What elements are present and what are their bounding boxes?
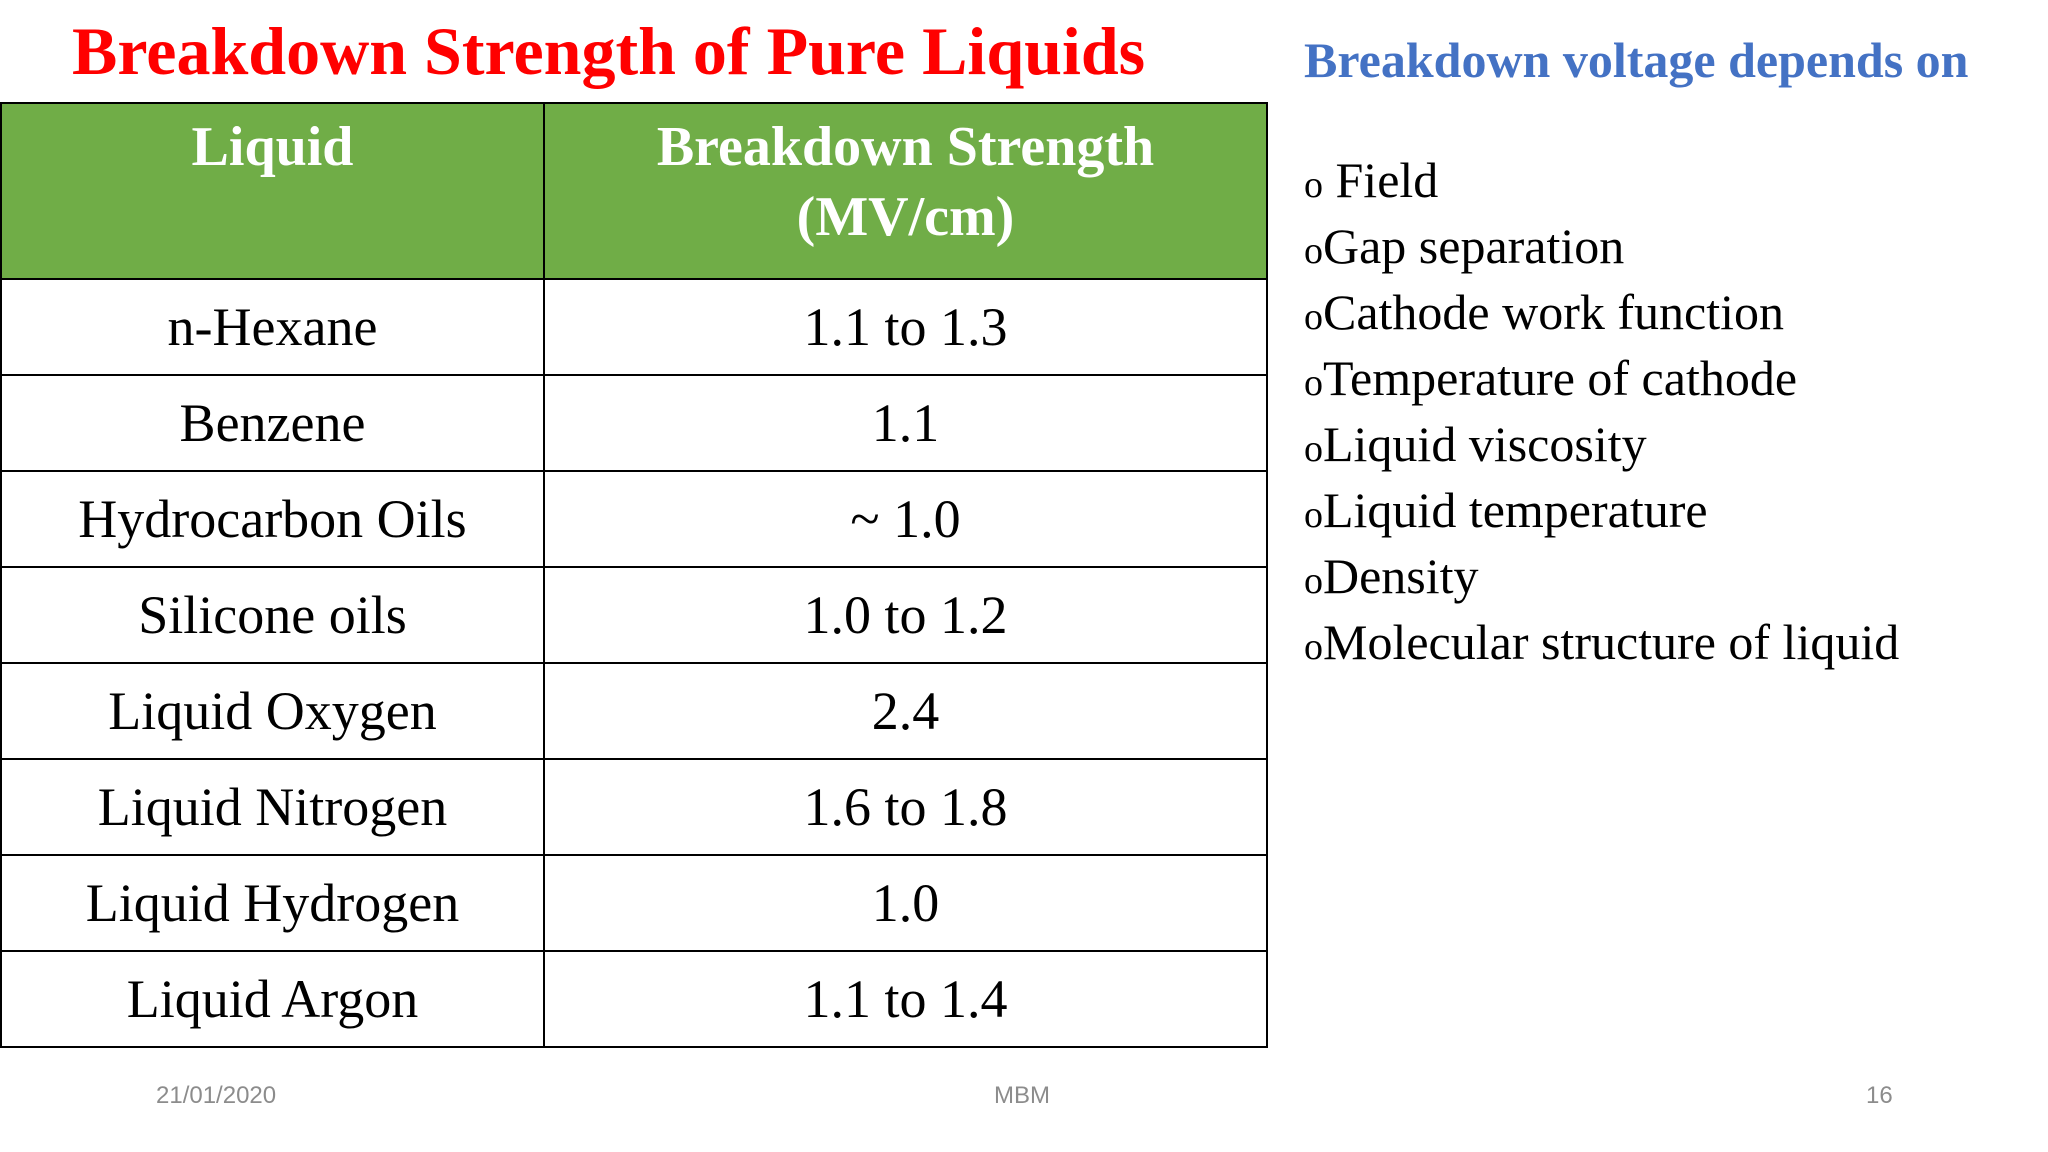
side-title: Breakdown voltage depends on bbox=[1304, 32, 1969, 88]
strength-cell: 2.4 bbox=[543, 662, 1268, 760]
strength-cell: 1.0 bbox=[543, 854, 1268, 952]
table-row: Silicone oils 1.0 to 1.2 bbox=[0, 566, 1268, 664]
liquid-cell: Liquid Argon bbox=[0, 950, 545, 1048]
list-item: oLiquid viscosity bbox=[1304, 414, 1899, 480]
footer-author: MBM bbox=[994, 1082, 1050, 1109]
strength-cell: 1.0 to 1.2 bbox=[543, 566, 1268, 664]
breakdown-strength-table: Liquid Breakdown Strength (MV/cm) n-Hexan… bbox=[0, 102, 1268, 1048]
factor-label: Cathode work function bbox=[1323, 284, 1785, 340]
liquid-cell: Benzene bbox=[0, 374, 545, 472]
strength-cell: 1.1 to 1.4 bbox=[543, 950, 1268, 1048]
list-item: oLiquid temperature bbox=[1304, 480, 1899, 546]
header-liquid: Liquid bbox=[0, 102, 545, 280]
table-row: Benzene 1.1 bbox=[0, 374, 1268, 472]
list-item: oGap separation bbox=[1304, 216, 1899, 282]
strength-cell: 1.6 to 1.8 bbox=[543, 758, 1268, 856]
bullet-circle-icon: o bbox=[1304, 296, 1323, 338]
liquid-cell: Liquid Oxygen bbox=[0, 662, 545, 760]
table-header-row: Liquid Breakdown Strength (MV/cm) bbox=[0, 102, 1268, 280]
table-row: Liquid Argon 1.1 to 1.4 bbox=[0, 950, 1268, 1048]
liquid-cell: Liquid Nitrogen bbox=[0, 758, 545, 856]
strength-cell: ~ 1.0 bbox=[543, 470, 1268, 568]
liquid-cell: Hydrocarbon Oils bbox=[0, 470, 545, 568]
list-item: oMolecular structure of liquid bbox=[1304, 612, 1899, 678]
slide-title: Breakdown Strength of Pure Liquids bbox=[72, 13, 1146, 89]
factor-label: Temperature of cathode bbox=[1323, 350, 1798, 406]
liquid-cell: n-Hexane bbox=[0, 278, 545, 376]
list-item: oTemperature of cathode bbox=[1304, 348, 1899, 414]
liquid-cell: Liquid Hydrogen bbox=[0, 854, 545, 952]
factor-label: Molecular structure of liquid bbox=[1323, 614, 1900, 670]
factor-label: Liquid temperature bbox=[1323, 482, 1708, 538]
list-item: oCathode work function bbox=[1304, 282, 1899, 348]
table-row: Hydrocarbon Oils ~ 1.0 bbox=[0, 470, 1268, 568]
factor-label: Density bbox=[1323, 548, 1479, 604]
table-row: Liquid Nitrogen 1.6 to 1.8 bbox=[0, 758, 1268, 856]
bullet-circle-icon: o bbox=[1304, 494, 1323, 536]
breakdown-factors-list: o Field oGap separation oCathode work fu… bbox=[1304, 150, 1899, 678]
header-breakdown-strength: Breakdown Strength (MV/cm) bbox=[543, 102, 1268, 280]
bullet-circle-icon: o bbox=[1304, 428, 1323, 470]
header-strength-unit: (MV/cm) bbox=[796, 186, 1015, 248]
page-number: 16 bbox=[1866, 1082, 1893, 1109]
bullet-circle-icon: o bbox=[1304, 164, 1323, 206]
strength-cell: 1.1 to 1.3 bbox=[543, 278, 1268, 376]
factor-label: Field bbox=[1335, 152, 1439, 208]
table-row: Liquid Hydrogen 1.0 bbox=[0, 854, 1268, 952]
bullet-circle-icon: o bbox=[1304, 560, 1323, 602]
factor-label: Gap separation bbox=[1323, 218, 1625, 274]
header-strength-line1: Breakdown Strength bbox=[656, 116, 1155, 178]
table-row: n-Hexane 1.1 to 1.3 bbox=[0, 278, 1268, 376]
header-liquid-label: Liquid bbox=[191, 116, 354, 178]
table-row: Liquid Oxygen 2.4 bbox=[0, 662, 1268, 760]
liquid-cell: Silicone oils bbox=[0, 566, 545, 664]
bullet-circle-icon: o bbox=[1304, 626, 1323, 668]
list-item: oDensity bbox=[1304, 546, 1899, 612]
factor-label: Liquid viscosity bbox=[1323, 416, 1647, 472]
list-item: o Field bbox=[1304, 150, 1899, 216]
footer-date: 21/01/2020 bbox=[156, 1082, 277, 1109]
strength-cell: 1.1 bbox=[543, 374, 1268, 472]
bullet-circle-icon: o bbox=[1304, 230, 1323, 272]
bullet-circle-icon: o bbox=[1304, 362, 1323, 404]
